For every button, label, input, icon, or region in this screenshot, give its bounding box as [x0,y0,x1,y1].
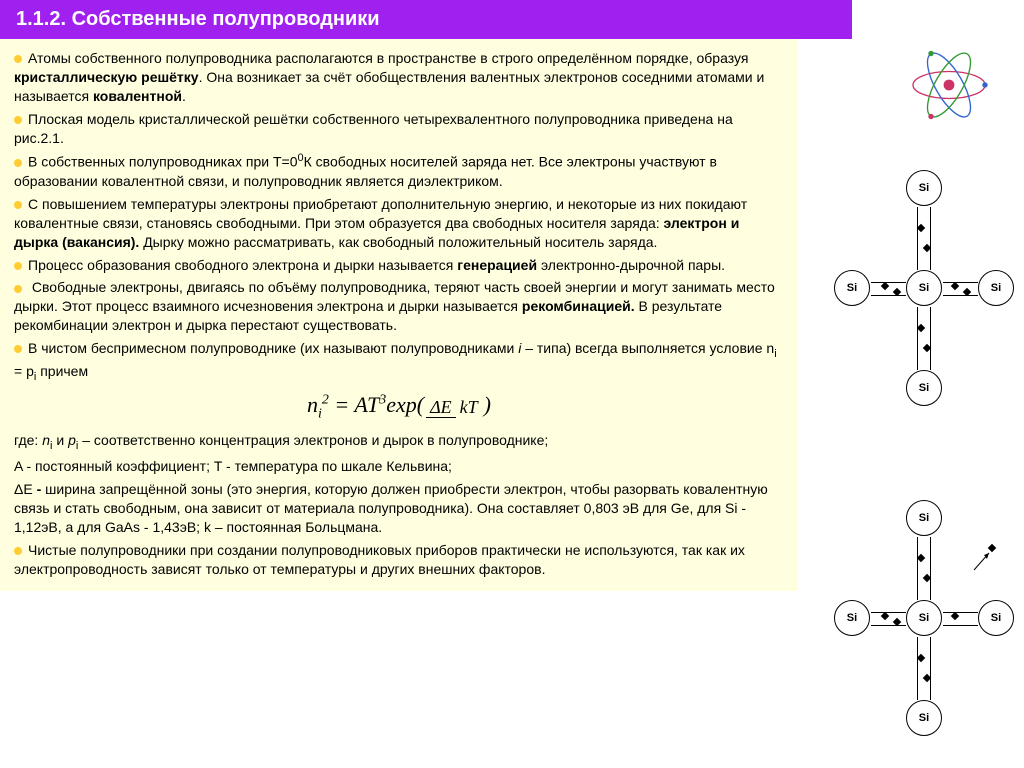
bond-icon [871,282,906,296]
paragraph-10: ΔE - ширина запрещённой зоны (это энерги… [14,480,784,537]
text: Атомы собственного полупроводника распол… [28,50,748,66]
bullet-icon [14,116,22,124]
text: = p [14,363,34,379]
si-node: Si [906,170,942,206]
si-node: Si [978,270,1014,306]
text: ширина запрещённой зоны (это энергия, ко… [14,481,768,535]
paragraph-3: В собственных полупроводниках при Т=00К … [14,151,784,190]
text: – соответственно концентрация электронов… [78,432,548,448]
si-node: Si [906,270,942,306]
text: электронно-дырочной пары. [537,257,725,273]
si-node: Si [834,600,870,636]
bold-text: рекомбинацией. [522,298,635,314]
paragraph-6: Свободные электроны, двигаясь по объёму … [14,278,784,335]
frac-bot: kT [456,397,482,417]
bond-icon [943,612,978,626]
formula-close: ) [484,392,491,417]
bold-text: кристаллическую решётку [14,69,199,85]
bullet-icon [14,201,22,209]
formula-eq: = [329,392,354,417]
text: Процесс образования свободного электрона… [28,257,457,273]
si-node: Si [906,600,942,636]
bullet-icon [14,285,22,293]
italic: p [68,432,76,448]
formula: ni2 = AT3exp(ΔEkT) [14,390,784,424]
paragraph-4: С повышением температуры электроны приоб… [14,195,784,252]
bond-icon [871,612,906,626]
paragraph-9: A - постоянный коэффициент; T - температ… [14,457,784,476]
bond-icon [943,282,978,296]
subscript: i [774,348,776,360]
text: Плоская модель кристаллической решётки с… [14,111,733,146]
arrow-icon [969,545,999,575]
text: Чистые полупроводники при создании полуп… [14,542,745,577]
bond-icon [917,537,931,600]
text: где: [14,432,42,448]
content-area: Атомы собственного полупроводника распол… [0,39,798,591]
bullet-icon [14,262,22,270]
text: причем [36,363,88,379]
atom-icon [904,40,994,130]
paragraph-2: Плоская модель кристаллической решётки с… [14,110,784,148]
paragraph-1: Атомы собственного полупроводника распол… [14,49,784,106]
bold-text: генерацией [457,257,537,273]
si-node: Si [834,270,870,306]
frac-top: ΔE [426,397,456,418]
formula-sub: i [318,407,322,422]
bullet-icon [14,547,22,555]
text: – типа) всегда выполняется условие n [521,340,774,356]
paragraph-8: где: ni и pi – соответственно концентрац… [14,431,784,454]
bullet-icon [14,345,22,353]
paragraph-7: В чистом беспримесном полупроводнике (их… [14,339,784,384]
text: Дырку можно рассматривать, как свободный… [139,234,657,250]
fraction: ΔEkT [426,395,482,419]
paragraph-5: Процесс образования свободного электрона… [14,256,784,275]
text: и [52,432,68,448]
si-node: Si [906,500,942,536]
si-node: Si [978,600,1014,636]
bullet-icon [14,55,22,63]
bold-text: ковалентной [93,88,182,104]
bullet-icon [14,159,22,167]
formula-exp: exp( [386,392,424,417]
formula-n: n [307,392,318,417]
si-lattice-diagram-2: Si Si Si Si Si [834,500,1014,740]
text: В чистом беспримесном полупроводнике (их… [28,340,518,356]
bond-icon [917,307,931,370]
si-node: Si [906,370,942,406]
paragraph-11: Чистые полупроводники при создании полуп… [14,541,784,579]
si-lattice-diagram-1: Si Si Si Si Si [834,170,1014,410]
header-title: 1.1.2. Собственные полупроводники [16,8,380,30]
text: С повышением температуры электроны приоб… [14,196,747,231]
bond-icon [917,637,931,700]
text: . [182,88,186,104]
text: В собственных полупроводниках при Т=0 [28,154,298,170]
si-node: Si [906,700,942,736]
text: ΔE [14,481,37,497]
text: A - постоянный коэффициент; T - температ… [14,458,452,474]
section-header: 1.1.2. Собственные полупроводники [0,0,852,39]
italic: n [42,432,50,448]
formula-at: AT [354,392,379,417]
formula-sup: 2 [322,393,329,408]
bond-icon [917,207,931,270]
